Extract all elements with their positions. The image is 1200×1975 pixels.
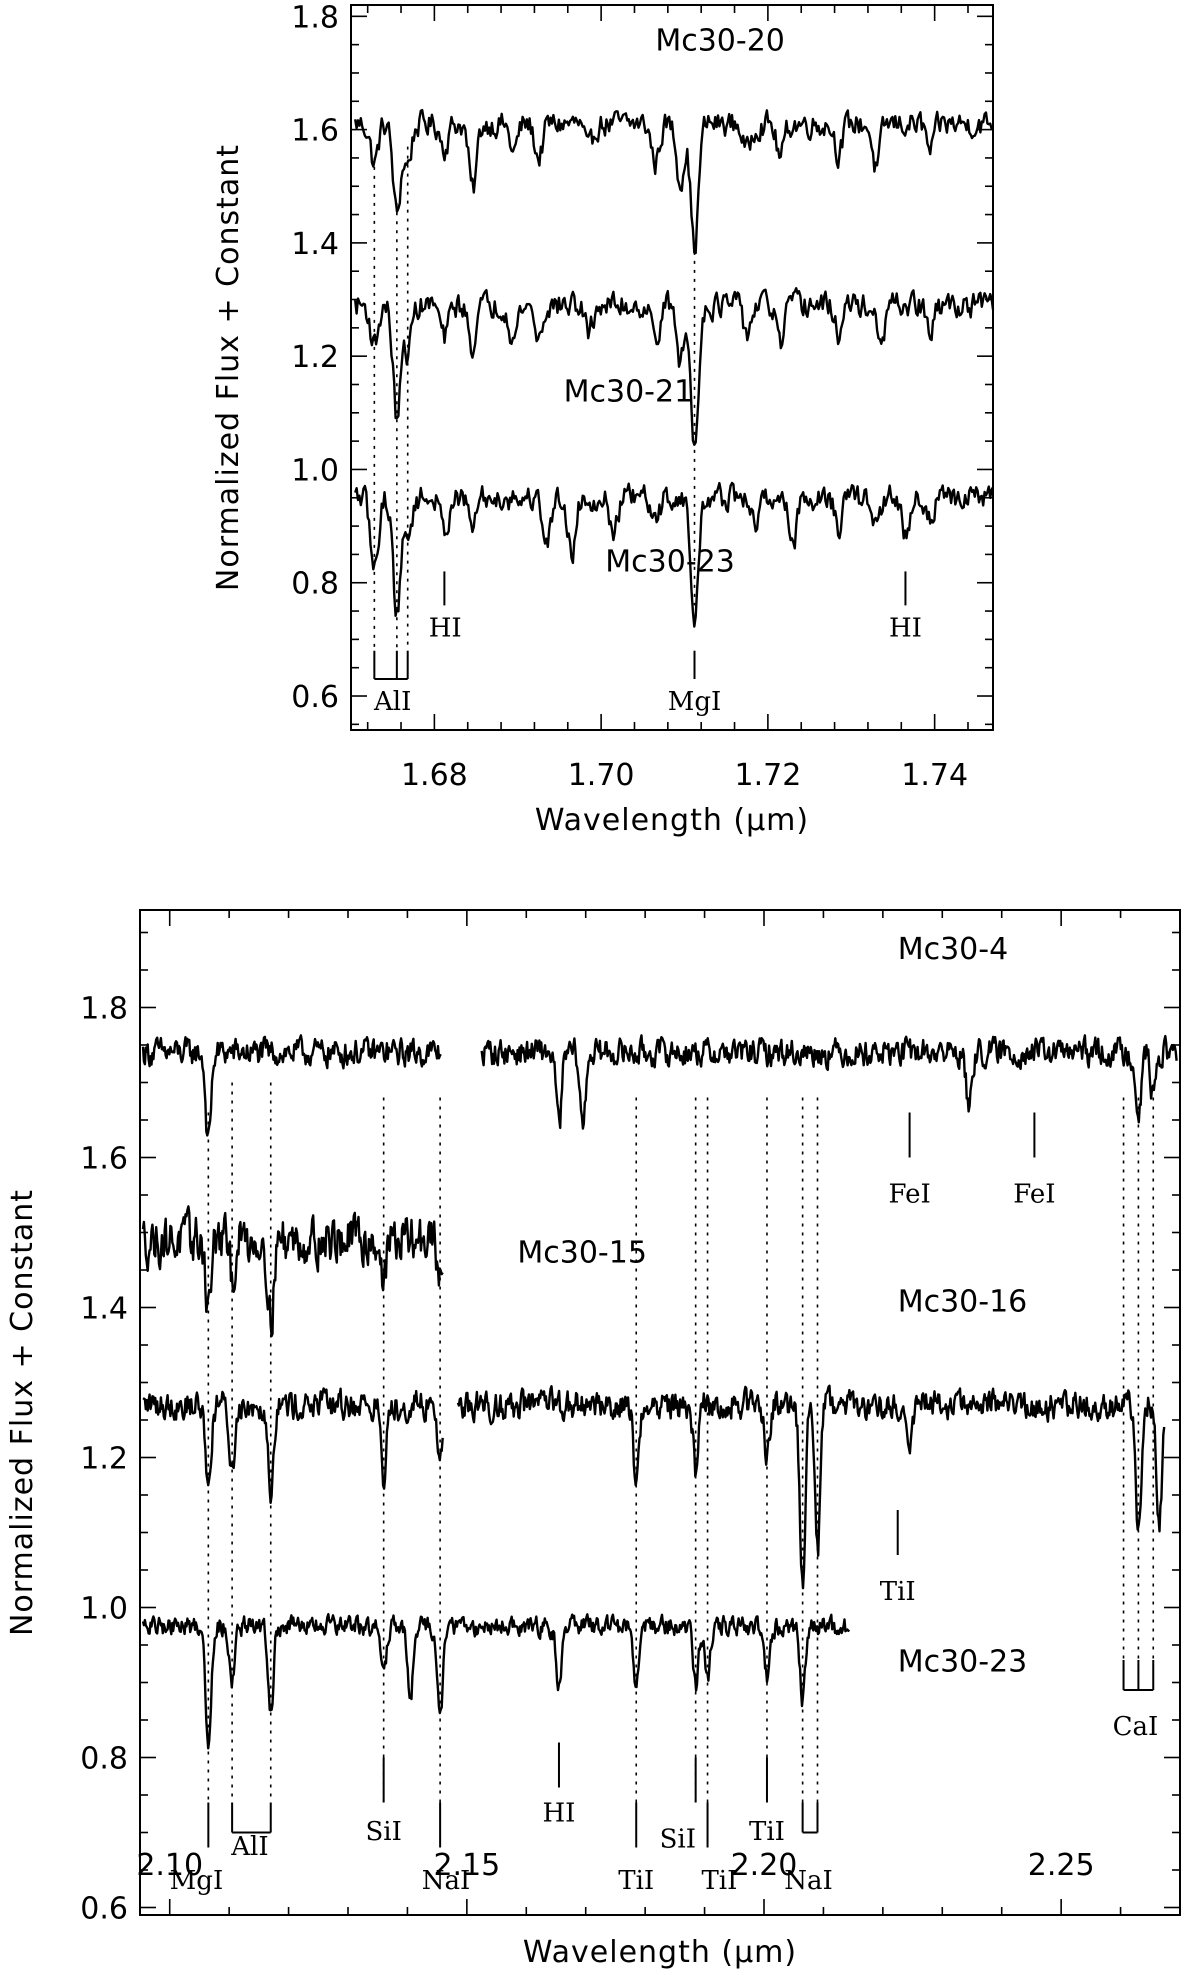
h-band-panel: 1.68 1.70 1.72 1.74 0.6 0.8 1.0 1.2 1.4 1.6 1.8 Wav…: [211, 0, 995, 838]
x-tick-label: 1.70: [568, 758, 635, 793]
spectrum-line: [480, 1034, 1178, 1130]
x-axis-label: Wavelength (μm): [535, 803, 809, 838]
line-bracket: [1122, 1660, 1155, 1691]
line-id-label: HI: [429, 614, 462, 644]
x-tick-label: 1.68: [401, 758, 468, 793]
spectrum-line: [354, 287, 995, 446]
y-axis-label: Normalized Flux + Constant: [211, 144, 246, 591]
y-tick-label: 1.0: [80, 1592, 128, 1627]
y-tick-label: 1.6: [80, 1142, 128, 1177]
y-tick-label: 0.8: [80, 1742, 128, 1777]
y-tick-label: 1.0: [291, 453, 339, 488]
line-id-label: AlI: [373, 687, 411, 717]
series-label: Mc30-20: [655, 23, 785, 58]
y-tick-label: 0.8: [291, 567, 339, 602]
spectrum-line: [142, 1387, 444, 1505]
line-id-label: SiI: [365, 1817, 401, 1847]
plot-frame: [350, 4, 994, 731]
line-id-label: NaI: [784, 1866, 833, 1896]
y-tick-label: 1.8: [291, 0, 339, 35]
line-id-label: CaI: [1113, 1712, 1159, 1742]
y-tick-label: 1.2: [80, 1442, 128, 1477]
line-id-label: TiI: [618, 1866, 654, 1896]
k-band-panel: 2.10 2.15 2.20 2.25 0.6 0.8 1.0 1.2 1.4 1.6 1.8 Wav…: [5, 909, 1181, 1970]
y-tick-label: 1.2: [291, 340, 339, 375]
x-tick-label: 1.74: [901, 758, 968, 793]
line-id-label: FeI: [1013, 1180, 1055, 1210]
y-axis-label: Normalized Flux + Constant: [5, 1189, 40, 1636]
y-tick-label: 1.4: [291, 227, 339, 262]
spectrum-line: [456, 1384, 1166, 1590]
y-tick-label: 0.6: [291, 680, 339, 715]
y-tick-label: 1.4: [80, 1292, 128, 1327]
y-tick-label: 1.8: [80, 992, 128, 1027]
line-id-label: HI: [542, 1798, 575, 1828]
line-id-label: NaI: [422, 1866, 471, 1896]
line-id-label: TiI: [701, 1866, 737, 1896]
x-tick-label: 2.20: [731, 1848, 798, 1883]
line-id-label: MgI: [668, 687, 722, 717]
y-tick-label: 1.6: [291, 114, 339, 149]
spectrum-line: [141, 1612, 851, 1750]
spectrum-line: [141, 1205, 444, 1338]
line-bracket: [801, 1802, 819, 1834]
x-tick-label: 2.15: [433, 1848, 500, 1883]
y-tick-label: 0.6: [80, 1892, 128, 1927]
line-id-label: TiI: [880, 1577, 916, 1607]
x-tick-label: 1.72: [734, 758, 801, 793]
line-id-label: FeI: [888, 1180, 930, 1210]
series-label: Mc30-23: [898, 1644, 1028, 1679]
line-id-label: AlI: [230, 1832, 268, 1862]
series-label: Mc30-4: [898, 932, 1008, 967]
series-label: Mc30-23: [605, 544, 735, 579]
series-label: Mc30-21: [564, 374, 694, 409]
plot-frame: [139, 909, 1181, 1916]
spectrum-line: [354, 108, 995, 255]
x-tick-label: 2.25: [1028, 1848, 1095, 1883]
x-tick-label: 2.10: [136, 1848, 203, 1883]
x-axis-label: Wavelength (μm): [523, 1935, 797, 1970]
line-id-label: TiI: [749, 1817, 785, 1847]
spectrum-line: [141, 1034, 442, 1137]
spectrum-line: [354, 481, 995, 628]
line-bracket: [231, 1802, 272, 1834]
line-id-label: HI: [889, 614, 922, 644]
series-label: Mc30-15: [517, 1236, 647, 1271]
line-bracket: [373, 650, 409, 681]
line-id-label: SiI: [660, 1825, 696, 1855]
line-id-label: MgI: [170, 1866, 224, 1896]
series-label: Mc30-16: [898, 1284, 1028, 1319]
